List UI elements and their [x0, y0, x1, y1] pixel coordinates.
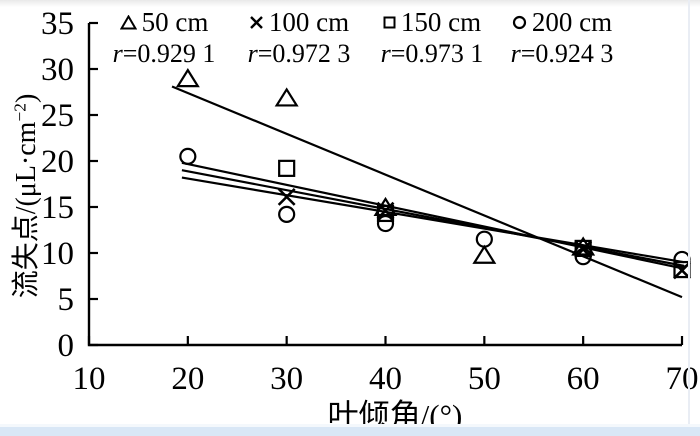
legend-entry: 50 cm	[100, 7, 228, 37]
legend-r-value: r=0.929 1	[112, 39, 216, 69]
point-50-cm	[472, 244, 497, 264]
legend-entry: 200 cm	[498, 7, 626, 37]
point-50-cm	[274, 87, 299, 107]
x-tick-label-50: 50	[468, 361, 501, 397]
x-tick-label-30: 30	[270, 361, 303, 397]
point-200-cm	[475, 230, 493, 248]
y-axis-title-close: )	[11, 93, 42, 104]
legend-item-200cm: 200 cm r=0.924 3	[498, 7, 626, 69]
point-200-cm	[278, 205, 296, 223]
axis-spines	[87, 23, 682, 347]
x-tick-label-70: 70	[666, 361, 699, 397]
x-tick-label-60: 60	[567, 361, 600, 397]
point-150-cm	[574, 239, 592, 257]
legend-r-value: r=0.924 3	[510, 39, 614, 69]
point-200-cm	[179, 147, 197, 165]
legend-label: 150 cm	[400, 7, 482, 37]
triangle-icon	[119, 15, 137, 30]
y-tick-label-30: 30	[41, 52, 74, 88]
y-axis-title: 流失点/(μL·cm−2)	[4, 50, 44, 342]
trendline-200cm	[181, 176, 685, 264]
point-100-cm	[277, 187, 296, 206]
y-tick-label-10: 10	[41, 236, 74, 272]
legend-entry: 150 cm	[368, 7, 496, 37]
bottom-edge-strip	[0, 424, 700, 436]
y-tick-label-25: 25	[41, 98, 74, 134]
legend-r-value: r=0.972 3	[247, 39, 351, 69]
square-icon	[383, 16, 396, 29]
x-tick-label-10: 10	[73, 361, 106, 397]
x-tick-label-20: 20	[171, 361, 204, 397]
y-tick-label-20: 20	[41, 144, 74, 180]
legend-item-50cm: 50 cm r=0.929 1	[100, 7, 228, 69]
y-tick-label-35: 35	[41, 6, 74, 42]
x-tick-label-40: 40	[369, 361, 402, 397]
y-axis-title-superscript: −2	[10, 103, 30, 122]
y-axis-title-text: 流失点/(μL·cm	[11, 121, 42, 299]
legend-item-150cm: 150 cm r=0.973 1	[368, 7, 496, 69]
y-tick-label-5: 5	[58, 282, 75, 318]
y-tick-label-0: 0	[58, 328, 75, 364]
legend-label: 50 cm	[141, 7, 209, 37]
y-tick-label-15: 15	[41, 190, 74, 226]
point-50-cm	[571, 236, 596, 256]
point-150-cm	[278, 159, 296, 177]
legend-r-value: r=0.973 1	[380, 39, 484, 69]
point-50-cm	[175, 68, 200, 88]
circle-icon	[512, 15, 526, 30]
point-200-cm	[376, 214, 395, 233]
point-150-cm	[376, 204, 395, 223]
trendline-100cm	[181, 169, 685, 267]
legend-entry: 100 cm	[235, 7, 363, 37]
top-edge-strip	[0, 0, 700, 7]
legend-label: 100 cm	[268, 7, 350, 37]
legend-item-100cm: 100 cm r=0.972 3	[235, 7, 363, 69]
right-edge-strip	[688, 0, 690, 436]
legend-label: 200 cm	[531, 7, 613, 37]
trendline-150cm	[181, 161, 685, 270]
point-200-cm	[574, 248, 592, 266]
trendline-50cm	[171, 85, 683, 299]
x-marker-icon	[250, 16, 263, 29]
